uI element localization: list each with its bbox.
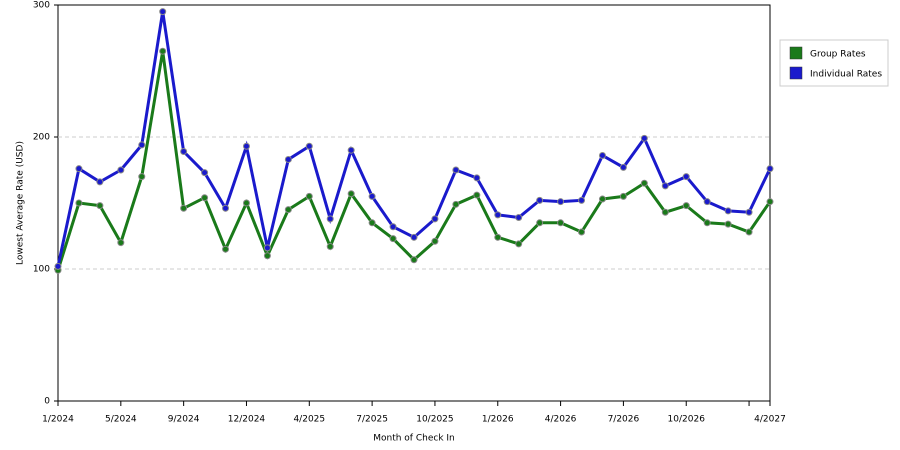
data-point [347,146,355,154]
data-point [598,151,606,159]
legend-swatch [789,46,803,60]
data-point [515,240,523,248]
data-point [619,163,627,171]
data-point [138,173,146,181]
data-point [515,214,523,222]
x-tick-label: 5/2024 [105,415,137,425]
data-point [640,134,648,142]
y-tick-label: 0 [44,397,50,407]
data-point [159,8,167,16]
legend-label: Individual Rates [810,70,882,80]
data-point [263,252,271,260]
data-point [410,256,418,264]
data-point [598,195,606,203]
data-point [557,219,565,227]
data-point [222,245,230,253]
x-tick-label: 1/2026 [482,415,514,425]
data-point [494,211,502,219]
data-point [452,166,460,174]
data-point [536,219,544,227]
data-point [578,228,586,236]
data-point [682,173,690,181]
data-point [242,142,250,150]
x-tick-label: 12/2024 [228,415,266,425]
y-tick-label: 200 [33,133,50,143]
data-point [347,190,355,198]
data-point [745,208,753,216]
data-point [326,243,334,251]
data-point [389,235,397,243]
data-point [724,207,732,215]
data-point [473,174,481,182]
x-tick-label: 10/2026 [668,415,706,425]
data-point [96,202,104,210]
data-point [263,244,271,252]
data-point [75,199,83,207]
data-point [54,262,62,270]
data-point [326,215,334,223]
data-point [452,200,460,208]
data-point [682,202,690,210]
x-tick-label: 4/2025 [293,415,325,425]
data-point [661,208,669,216]
data-point [159,47,167,55]
x-tick-label: 7/2026 [608,415,640,425]
data-point [703,219,711,227]
legend-swatch [789,66,803,80]
data-point [180,148,188,156]
y-tick-label: 300 [33,1,50,11]
data-point [536,196,544,204]
data-point [431,215,439,223]
data-point [578,196,586,204]
x-tick-label: 4/2027 [754,415,786,425]
data-point [138,141,146,149]
x-tick-label: 4/2026 [545,415,577,425]
data-point [724,220,732,228]
data-point [766,165,774,173]
data-point [619,192,627,200]
data-point [661,182,669,190]
data-point [368,192,376,200]
x-axis-label: Month of Check In [373,434,455,444]
x-tick-label: 9/2024 [168,415,200,425]
data-point [201,169,209,177]
data-point [305,192,313,200]
legend-label: Group Rates [810,50,866,60]
data-point [242,199,250,207]
data-point [305,142,313,150]
data-point [703,198,711,206]
data-point [766,198,774,206]
data-point [557,198,565,206]
x-tick-label: 7/2025 [356,415,388,425]
data-point [640,179,648,187]
y-tick-label: 100 [33,265,50,275]
data-point [431,237,439,245]
data-point [410,233,418,241]
data-point [284,155,292,163]
data-point [494,233,502,241]
data-point [284,206,292,214]
data-point [117,239,125,247]
data-point [201,194,209,202]
data-point [117,166,125,174]
data-point [473,191,481,199]
data-point [745,228,753,236]
data-point [75,165,83,173]
data-point [180,204,188,212]
data-point [222,204,230,212]
y-axis-label: Lowest Average Rate (USD) [16,141,26,265]
x-tick-label: 1/2024 [42,415,74,425]
data-point [96,178,104,186]
data-point [368,219,376,227]
data-point [389,223,397,231]
x-tick-label: 10/2025 [416,415,453,425]
